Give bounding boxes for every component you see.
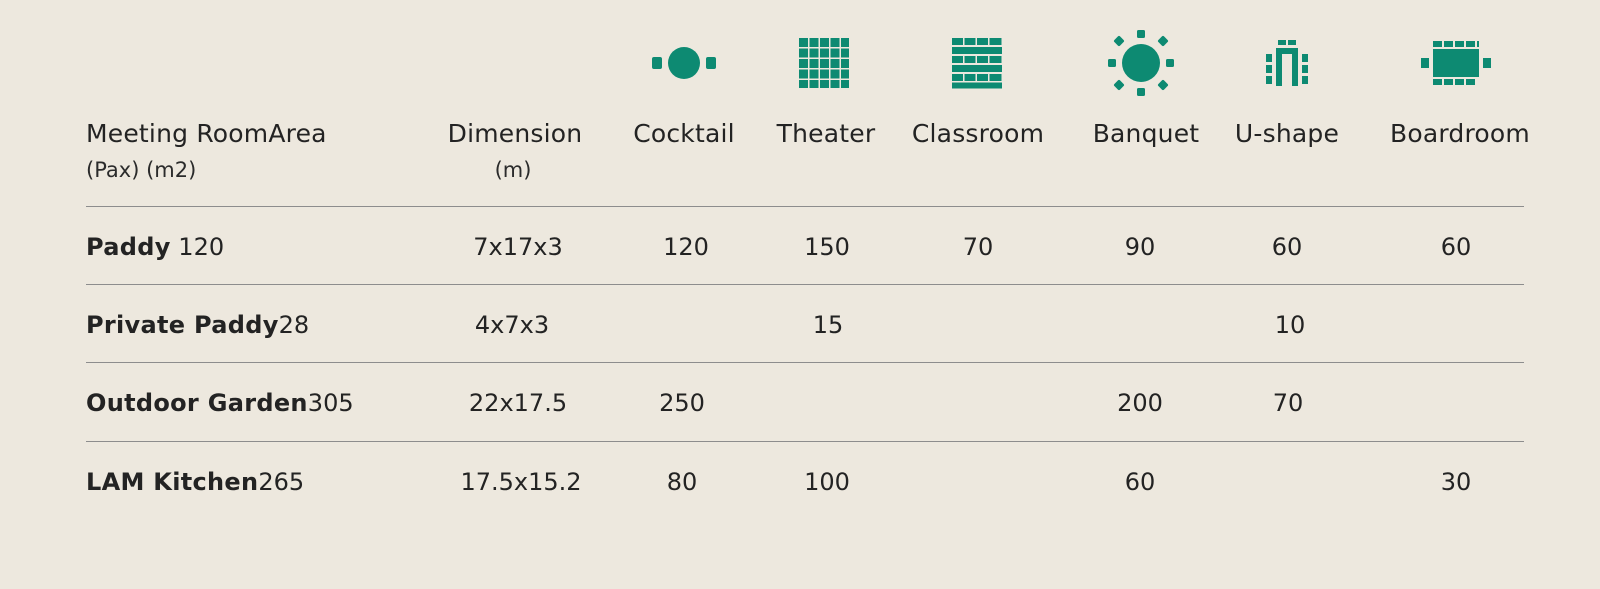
theater-cell: 15 [812,311,844,339]
row-divider [86,362,1524,363]
ushape-cell: 70 [1272,389,1304,417]
banquet-cell: 60 [1124,468,1156,496]
theater-cell: 100 [804,468,850,496]
header-pax-area: (Pax) (m2) [86,158,197,182]
boardroom-cell: 30 [1440,468,1472,496]
row-divider [86,441,1524,442]
boardroom-cell: 60 [1440,233,1472,261]
banquet-round-table-icon [1106,30,1176,96]
room-area: 265 [258,468,305,496]
banquet-cell: 200 [1117,389,1163,417]
header-ushape: U-shape [1234,119,1340,148]
dimension-cell: 7x17x3 [473,233,563,261]
cocktail-table-icon [648,30,720,96]
room-name: LAM Kitchen [86,468,259,496]
header-theater: Theater [776,119,876,148]
room-area: 305 [307,389,354,417]
cocktail-cell: 120 [663,233,709,261]
u-shape-seating-icon [1261,30,1313,96]
header-dimension: Dimension [447,119,583,148]
table-row: Paddy 120 [86,232,224,262]
header-divider [86,206,1524,207]
header-boardroom: Boardroom [1390,119,1530,148]
room-area: 28 [278,311,310,339]
dimension-cell: 17.5x15.2 [460,468,582,496]
row-divider [86,284,1524,285]
table-row: LAM Kitchen265 [86,467,304,497]
room-name: Private Paddy [86,311,279,339]
classroom-cell: 70 [962,233,994,261]
table-row: Private Paddy28 [86,310,309,340]
dimension-cell: 22x17.5 [468,389,568,417]
header-meeting-room: Meeting RoomArea [86,119,327,148]
banquet-cell: 90 [1124,233,1156,261]
theater-seating-icon [797,30,851,96]
header-dimension-unit: (m) [494,158,532,182]
cocktail-cell: 80 [666,468,698,496]
table-row: Outdoor Garden305 [86,388,354,418]
room-name: Paddy [86,233,171,261]
classroom-seating-icon [950,30,1004,96]
ushape-cell: 10 [1274,311,1306,339]
room-name: Outdoor Garden [86,389,308,417]
header-classroom: Classroom [911,119,1045,148]
header-cocktail: Cocktail [633,119,735,148]
dimension-cell: 4x7x3 [474,311,550,339]
header-banquet: Banquet [1092,119,1200,148]
boardroom-table-icon [1418,30,1494,96]
ushape-cell: 60 [1271,233,1303,261]
cocktail-cell: 250 [659,389,705,417]
room-area: 120 [178,233,225,261]
theater-cell: 150 [804,233,850,261]
